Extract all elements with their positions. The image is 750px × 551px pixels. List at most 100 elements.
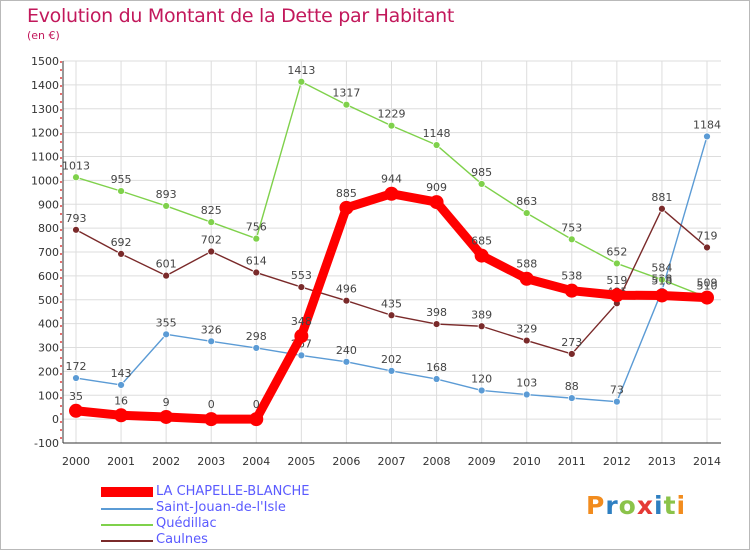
- data-point: [519, 271, 534, 286]
- data-label: 73: [610, 384, 624, 397]
- data-point: [703, 243, 711, 252]
- data-label: 756: [246, 221, 267, 234]
- data-point: [72, 225, 80, 234]
- data-point: [294, 329, 309, 344]
- data-point: [658, 204, 666, 213]
- data-label: 955: [111, 173, 132, 186]
- data-label: 518: [651, 274, 672, 287]
- legend-label: Saint-Jouan-de-l'Isle: [156, 500, 286, 515]
- data-point: [432, 141, 441, 149]
- logo-letter: o: [618, 491, 637, 520]
- data-label: 510: [697, 279, 718, 292]
- data-point: [477, 322, 486, 331]
- legend-label: Caulnes: [156, 532, 208, 547]
- data-label: 0: [253, 398, 260, 411]
- data-label: 944: [381, 173, 402, 186]
- data-label: 168: [426, 361, 447, 374]
- data-point: [297, 351, 306, 360]
- legend-swatch: [101, 487, 153, 497]
- data-label: 1413: [287, 64, 315, 77]
- data-point: [252, 268, 261, 277]
- data-label: 435: [381, 297, 402, 310]
- data-point: [567, 394, 576, 403]
- data-label: 389: [471, 308, 492, 321]
- data-point: [162, 271, 171, 280]
- y-tick-label: 700: [38, 246, 59, 259]
- data-label: 88: [565, 380, 579, 393]
- data-label: 614: [246, 255, 267, 268]
- data-point: [339, 200, 354, 215]
- data-point: [297, 77, 306, 86]
- logo-letter: x: [636, 491, 654, 520]
- data-label: 9: [163, 396, 170, 409]
- x-tick-label: 2007: [378, 455, 406, 468]
- data-point: [387, 311, 396, 320]
- y-tick-label: 800: [38, 222, 59, 235]
- data-label: 881: [651, 191, 672, 204]
- legend-swatch: [101, 540, 153, 542]
- data-label: 1184: [693, 118, 721, 131]
- data-point: [72, 173, 80, 182]
- data-point: [384, 186, 399, 201]
- data-label: 240: [336, 344, 357, 357]
- data-label: 985: [471, 166, 492, 179]
- data-label: 685: [471, 235, 492, 248]
- data-label: 1317: [332, 87, 360, 100]
- data-point: [159, 409, 174, 424]
- data-label: 348: [291, 315, 312, 328]
- legend-label: LA CHAPELLE-BLANCHE: [156, 484, 310, 499]
- data-point: [658, 275, 666, 284]
- data-point: [522, 390, 531, 399]
- data-point: [162, 202, 171, 210]
- data-label: 172: [66, 360, 87, 373]
- data-label: 202: [381, 353, 402, 366]
- data-label: 1013: [62, 159, 90, 172]
- y-tick-label: 1500: [31, 55, 59, 68]
- y-tick-label: 1400: [31, 79, 59, 92]
- data-label: 584: [651, 262, 672, 275]
- x-tick-label: 2005: [287, 455, 315, 468]
- data-point: [432, 320, 441, 329]
- data-point: [207, 337, 216, 346]
- proxiti-logo: Proxiti: [586, 491, 686, 520]
- x-tick-label: 2000: [62, 455, 90, 468]
- x-tick-label: 2006: [332, 455, 360, 468]
- y-tick-label: 200: [38, 365, 59, 378]
- data-label: 0: [208, 398, 215, 411]
- y-tick-label: 600: [38, 270, 59, 283]
- data-point: [429, 195, 444, 210]
- data-point: [162, 330, 171, 339]
- data-point: [252, 344, 261, 352]
- data-point: [654, 288, 669, 303]
- data-label: 588: [516, 258, 537, 271]
- data-label: 143: [111, 367, 132, 380]
- data-label: 496: [336, 283, 357, 296]
- x-tick-label: 2002: [152, 455, 180, 468]
- data-point: [69, 403, 83, 418]
- data-label: 863: [516, 195, 537, 208]
- data-label: 553: [291, 269, 312, 282]
- data-point: [72, 374, 80, 382]
- data-point: [703, 132, 711, 141]
- data-point: [114, 408, 129, 423]
- x-tick-label: 2009: [468, 455, 496, 468]
- data-label: 893: [156, 188, 177, 201]
- data-label: 719: [697, 229, 718, 242]
- data-point: [387, 121, 396, 130]
- data-label: 538: [561, 270, 582, 283]
- data-label: 355: [156, 316, 177, 329]
- y-tick-label: 300: [38, 342, 59, 355]
- data-label: 909: [426, 181, 447, 194]
- legend-swatch: [101, 508, 153, 510]
- x-tick-label: 2011: [558, 455, 586, 468]
- data-label: 1229: [378, 108, 406, 121]
- x-tick-label: 2012: [603, 455, 631, 468]
- y-tick-label: 1200: [31, 127, 59, 140]
- y-tick-label: 1000: [31, 174, 59, 187]
- data-label: 519: [606, 274, 627, 287]
- x-tick-label: 2001: [107, 455, 135, 468]
- data-point: [342, 296, 351, 305]
- data-point: [567, 235, 576, 244]
- data-point: [204, 412, 219, 427]
